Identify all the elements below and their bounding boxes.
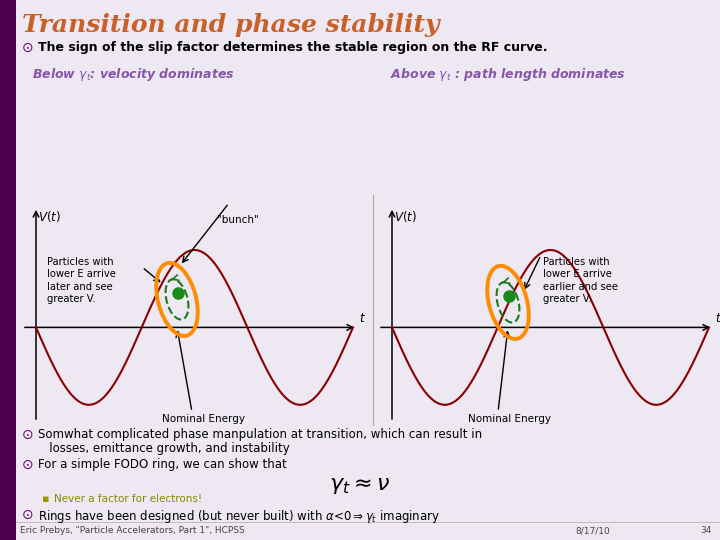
- Text: 8/17/10: 8/17/10: [575, 526, 610, 535]
- Text: 34: 34: [700, 526, 711, 535]
- Text: Nominal Energy: Nominal Energy: [468, 414, 551, 424]
- Text: The sign of the slip factor determines the stable region on the RF curve.: The sign of the slip factor determines t…: [38, 41, 547, 54]
- Text: Eric Prebys, "Particle Accelerators, Part 1", HCPSS: Eric Prebys, "Particle Accelerators, Par…: [20, 526, 245, 535]
- Text: Somwhat complicated phase manpulation at transition, which can result in: Somwhat complicated phase manpulation at…: [38, 428, 482, 441]
- Text: Below $\gamma_t$: velocity dominates: Below $\gamma_t$: velocity dominates: [32, 66, 235, 83]
- Text: For a simple FODO ring, we can show that: For a simple FODO ring, we can show that: [38, 458, 287, 471]
- Text: Never a factor for electrons!: Never a factor for electrons!: [54, 494, 202, 504]
- Text: Transition and phase stability: Transition and phase stability: [22, 13, 439, 37]
- Text: losses, emittance growth, and instability: losses, emittance growth, and instabilit…: [38, 442, 289, 455]
- Text: $t$: $t$: [359, 313, 366, 326]
- Text: $\gamma_t \approx \nu$: $\gamma_t \approx \nu$: [330, 474, 390, 496]
- Bar: [0, 0, 16, 540]
- Text: Nominal Energy: Nominal Energy: [162, 414, 245, 424]
- Text: "bunch": "bunch": [217, 215, 258, 225]
- Text: ▪: ▪: [42, 494, 50, 504]
- Text: Particles with
lower E arrive
earlier and see
greater V.: Particles with lower E arrive earlier an…: [543, 257, 618, 304]
- Text: ⊙: ⊙: [22, 428, 34, 442]
- Text: Rings have been designed (but never built) with $\alpha$<0$\Rightarrow\gamma_t$ : Rings have been designed (but never buil…: [38, 508, 440, 525]
- Text: ⊙: ⊙: [22, 41, 34, 55]
- Text: Particles with
lower E arrive
later and see
greater V.: Particles with lower E arrive later and …: [47, 257, 116, 304]
- Text: Above $\gamma_t$ : path length dominates: Above $\gamma_t$ : path length dominates: [390, 66, 626, 83]
- Text: $t$: $t$: [715, 313, 720, 326]
- Text: ⊙: ⊙: [22, 508, 34, 522]
- Text: $V(t)$: $V(t)$: [38, 209, 60, 224]
- Text: $V(t)$: $V(t)$: [394, 209, 417, 224]
- Text: ⊙: ⊙: [22, 458, 34, 472]
